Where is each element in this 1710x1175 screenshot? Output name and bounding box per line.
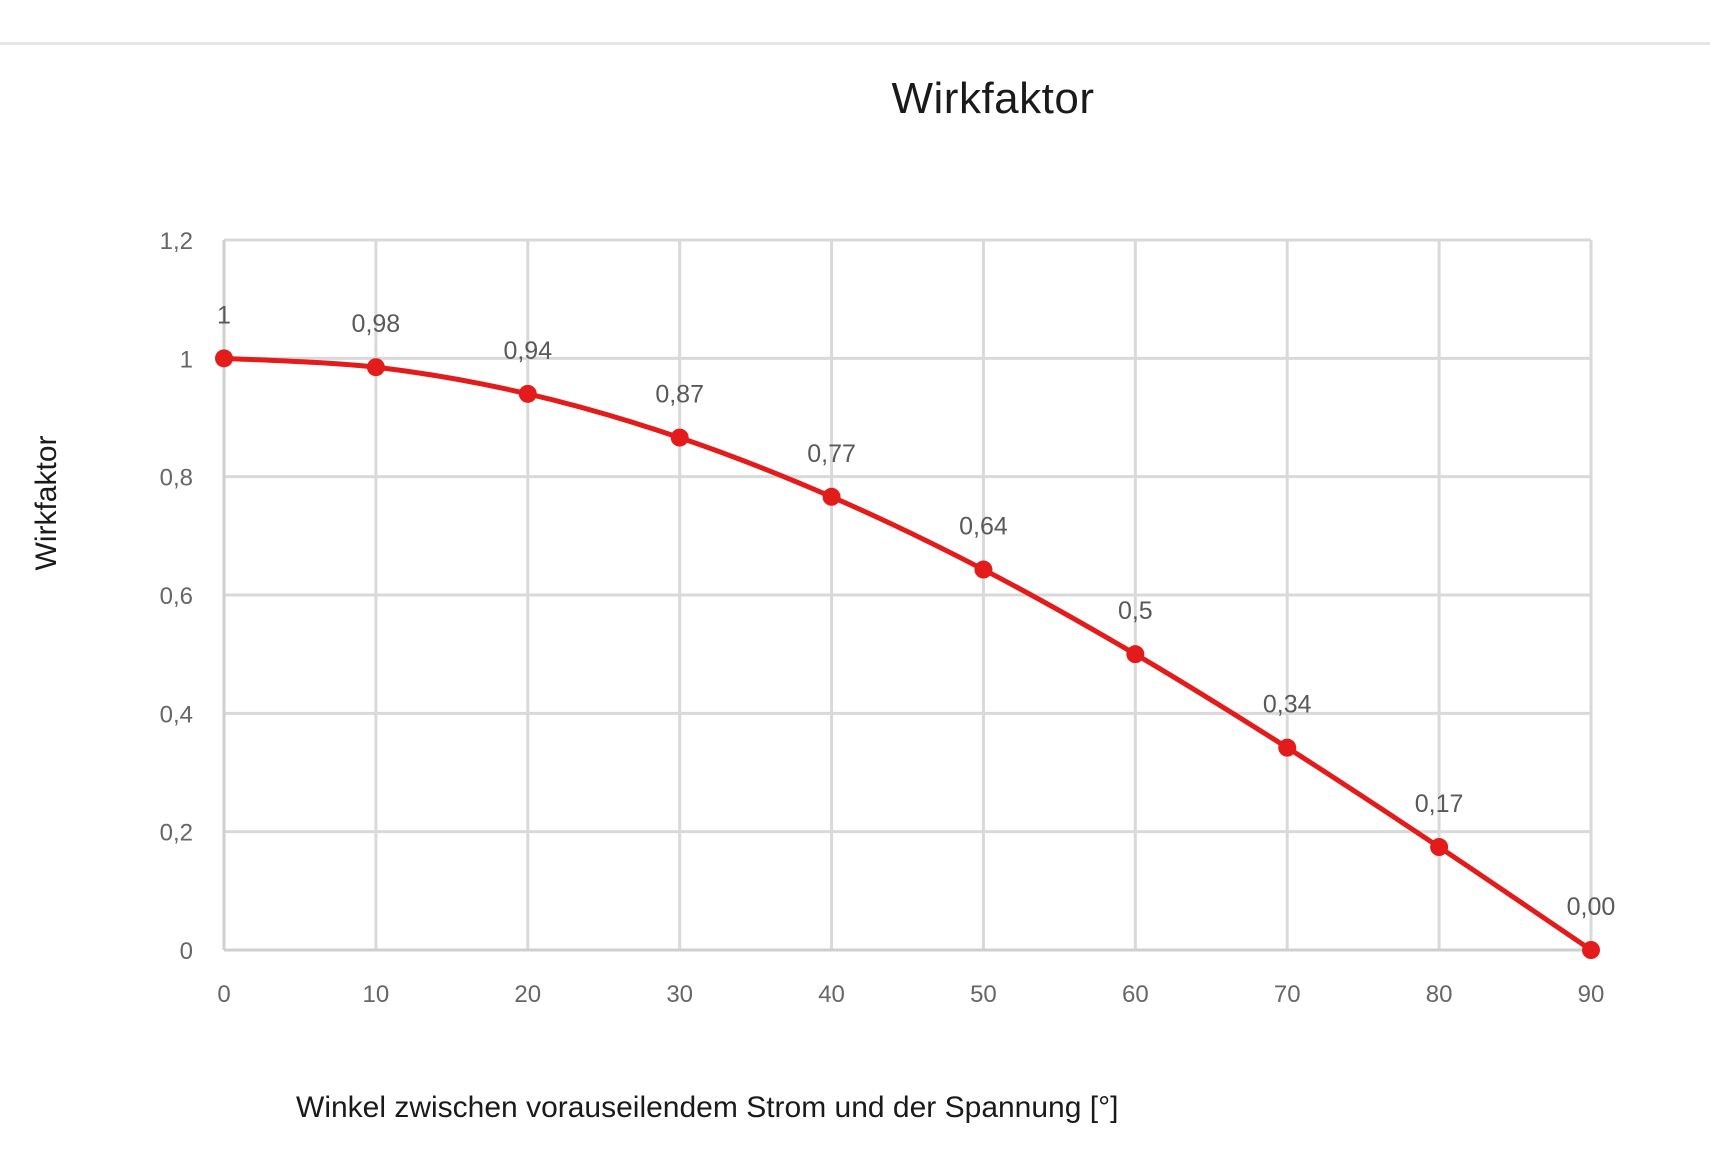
x-tick-label: 20 — [514, 981, 541, 1008]
data-point-marker — [822, 487, 841, 506]
x-tick-label: 80 — [1426, 981, 1453, 1008]
y-tick-label: 0,2 — [160, 820, 193, 847]
data-point-marker — [1430, 838, 1449, 857]
chart-title: Wirkfaktor — [891, 74, 1095, 123]
y-axis-title: Wirkfaktor — [30, 435, 63, 570]
x-tick-label: 40 — [818, 981, 845, 1008]
data-point-marker — [974, 560, 993, 579]
data-point-marker — [1582, 941, 1600, 959]
x-axis-tick-labels: 0 10 20 30 40 50 60 70 80 90 — [217, 981, 1604, 1008]
data-point-marker — [518, 384, 537, 403]
y-tick-label: 1 — [180, 346, 193, 373]
data-labels: 1 0,98 0,94 0,87 0,77 0,64 0,5 0,34 0,17 0,00 — [217, 301, 1615, 921]
x-tick-label: 70 — [1274, 981, 1301, 1008]
data-point-marker — [215, 349, 233, 368]
x-axis-title: Winkel zwischen vorauseilendem Strom und… — [296, 1091, 1118, 1124]
y-tick-label: 0,8 — [160, 465, 193, 492]
x-tick-label: 50 — [970, 981, 997, 1008]
series-line — [221, 355, 1594, 953]
y-axis-tick-labels: 0 0,2 0,4 0,6 0,8 1 1,2 — [160, 228, 193, 965]
data-markers — [215, 349, 1600, 959]
data-label: 0,34 — [1263, 691, 1312, 719]
data-label: 0,94 — [503, 337, 552, 365]
data-label: 0,77 — [807, 440, 856, 468]
data-point-marker — [1126, 645, 1145, 664]
data-point-marker — [1278, 738, 1297, 757]
x-tick-label: 0 — [217, 981, 230, 1008]
data-label: 0,00 — [1567, 893, 1616, 921]
x-tick-label: 90 — [1578, 981, 1605, 1008]
data-label: 1 — [217, 301, 231, 329]
data-label: 0,87 — [655, 381, 704, 409]
gridlines — [224, 238, 1593, 950]
x-tick-label: 60 — [1122, 981, 1149, 1008]
data-label: 0,17 — [1415, 790, 1464, 818]
data-label: 0,5 — [1118, 597, 1153, 625]
x-tick-label: 10 — [363, 981, 390, 1008]
data-label: 0,98 — [352, 310, 401, 338]
data-point-marker — [366, 358, 385, 377]
top-divider — [0, 42, 1710, 45]
y-tick-label: 0,4 — [160, 701, 193, 728]
data-label: 0,64 — [959, 513, 1008, 541]
x-tick-label: 30 — [666, 981, 693, 1008]
y-tick-label: 0 — [180, 938, 193, 965]
y-tick-label: 0,6 — [160, 583, 193, 610]
y-tick-label: 1,2 — [160, 228, 193, 255]
data-point-marker — [670, 428, 689, 447]
